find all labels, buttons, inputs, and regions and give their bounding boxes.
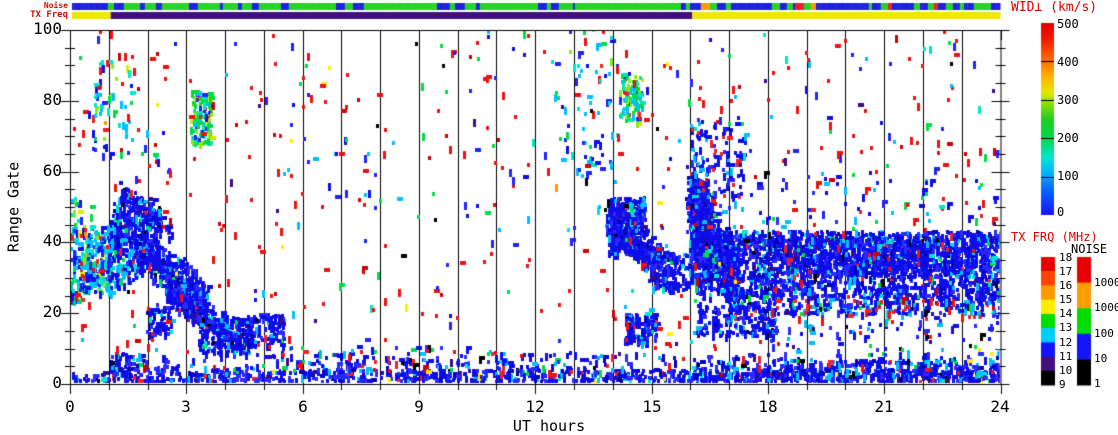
noise-tick-10000: 10000	[1094, 276, 1118, 289]
wid-tick-200: 200	[1057, 131, 1079, 145]
x-tick-label-15: 15	[642, 397, 662, 416]
tx-freq-strip-label: TX Freq	[30, 10, 68, 20]
y-tick-label-40: 40	[42, 231, 62, 250]
x-tick-label-18: 18	[758, 397, 778, 416]
y-tick-label-100: 100	[33, 19, 62, 38]
x-tick-label-9: 9	[414, 397, 424, 416]
wid-tick-400: 400	[1057, 55, 1079, 69]
txfrq-colorbar-title: TX FRQ (MHz)	[1011, 230, 1098, 244]
x-tick-label-3: 3	[181, 397, 191, 416]
txfrq-tick-10: 10	[1059, 364, 1073, 377]
wid-colorbar-title: WID⊥ (km/s)	[1011, 0, 1098, 15]
txfrq-tick-18: 18	[1059, 251, 1073, 264]
txfrq-tick-11: 11	[1059, 350, 1073, 363]
txfrq-tick-15: 15	[1059, 293, 1073, 306]
x-tick-label-21: 21	[874, 397, 894, 416]
txfrq-tick-13: 13	[1059, 321, 1073, 334]
noise-tick-10: 10	[1094, 352, 1108, 365]
noise-tick-1: 1	[1094, 377, 1101, 390]
txfrq-tick-9: 9	[1059, 378, 1066, 391]
y-tick-label-60: 60	[42, 161, 62, 180]
noise-strip-label: Noise	[43, 1, 68, 10]
y-tick-label-0: 0	[52, 373, 62, 392]
y-tick-label-20: 20	[42, 302, 62, 321]
wid-tick-100: 100	[1057, 169, 1079, 183]
wid-tick-300: 300	[1057, 93, 1079, 107]
txfrq-tick-16: 16	[1059, 279, 1073, 292]
y-axis-title: Range Gate	[4, 161, 23, 253]
x-tick-label-6: 6	[298, 397, 308, 416]
noise-tick-1000: 1000	[1094, 301, 1118, 314]
txfrq-tick-17: 17	[1059, 265, 1073, 278]
x-tick-label-24: 24	[990, 397, 1010, 416]
txfrq-tick-14: 14	[1059, 307, 1073, 320]
noise-tick-100: 100	[1094, 327, 1114, 340]
y-tick-label-80: 80	[42, 90, 62, 109]
x-axis-title: UT hours	[512, 417, 586, 435]
x-tick-label-12: 12	[525, 397, 545, 416]
noise-colorbar-title: NOISE	[1071, 242, 1108, 256]
wid-tick-0: 0	[1057, 205, 1065, 219]
x-tick-label-0: 0	[65, 397, 75, 416]
txfrq-tick-12: 12	[1059, 336, 1073, 349]
wid-tick-500: 500	[1057, 17, 1079, 31]
